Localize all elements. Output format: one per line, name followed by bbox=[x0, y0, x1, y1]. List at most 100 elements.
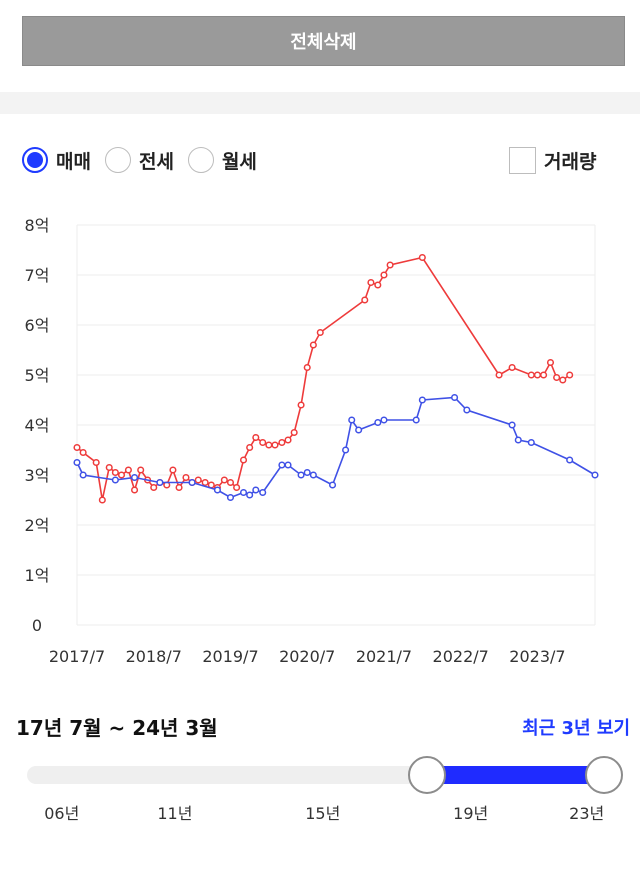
y-tick-label: 7억 bbox=[25, 266, 50, 285]
sale-data-point bbox=[546, 358, 555, 367]
jeonse-data-point bbox=[111, 476, 119, 484]
period-range-label: 17년 7월 ~ 24년 3월 bbox=[16, 716, 218, 740]
sale-data-point bbox=[111, 468, 119, 477]
jeonse-data-point bbox=[278, 461, 286, 469]
sale-data-point bbox=[233, 483, 241, 492]
jeonse-series-line bbox=[76, 396, 596, 499]
sale-data-point bbox=[527, 371, 535, 379]
sale-data-point bbox=[559, 376, 567, 384]
sale-data-point bbox=[495, 371, 503, 379]
tab-jeonse-label: 전세 bbox=[138, 150, 174, 173]
sale-data-point bbox=[226, 478, 235, 487]
sale-series-line bbox=[76, 256, 571, 501]
radio-selected-icon[interactable] bbox=[22, 147, 48, 173]
sale-data-point bbox=[533, 371, 541, 379]
x-tick-label: 2023/7 bbox=[509, 647, 565, 666]
price-chart: 0 1억 2억 3억 4억 5억 6억 7억 8억 2017/7 2018/7 2019/7 2020/… bbox=[25, 216, 599, 666]
y-tick-label: 3억 bbox=[25, 466, 50, 485]
volume-toggle-label: 거래량 bbox=[544, 151, 597, 173]
jeonse-data-point bbox=[412, 416, 420, 424]
sale-data-point bbox=[246, 443, 254, 452]
sale-data-point bbox=[73, 443, 81, 452]
jeonse-data-point bbox=[527, 438, 535, 447]
period-slider[interactable] bbox=[27, 756, 623, 794]
delete-all-button[interactable]: 전체삭제 bbox=[22, 16, 625, 66]
sale-data-point bbox=[508, 363, 516, 372]
sale-data-point bbox=[367, 278, 375, 287]
jeonse-data-point bbox=[342, 446, 350, 454]
jeonse-data-point bbox=[297, 471, 305, 479]
sale-data-point bbox=[169, 466, 177, 474]
sale-data-point bbox=[137, 466, 145, 474]
sale-data-point bbox=[182, 473, 190, 482]
recent-3-years-link[interactable]: 최근 3년 보기 bbox=[522, 718, 630, 739]
tab-jeonse[interactable]: 전세 bbox=[104, 147, 174, 174]
sale-data-point bbox=[239, 456, 248, 464]
sale-data-point bbox=[131, 486, 139, 494]
y-tick-label: 5억 bbox=[25, 366, 50, 385]
sale-data-point bbox=[278, 438, 286, 447]
tab-monthly-rent-label: 월세 bbox=[221, 150, 257, 173]
slider-selected-range bbox=[427, 766, 597, 784]
tab-monthly-rent[interactable]: 월세 bbox=[187, 147, 257, 174]
sale-data-point bbox=[284, 436, 292, 444]
tab-sale[interactable]: 매매 bbox=[22, 147, 91, 174]
jeonse-data-point bbox=[303, 468, 311, 477]
y-tick-label: 8억 bbox=[25, 216, 50, 235]
y-tick-label: 0 bbox=[32, 616, 42, 635]
x-tick-label: 2018/7 bbox=[126, 647, 182, 666]
y-tick-label: 4억 bbox=[25, 416, 50, 435]
jeonse-data-point bbox=[451, 393, 459, 402]
radio-unselected-icon[interactable] bbox=[187, 147, 214, 173]
sale-data-point bbox=[265, 441, 273, 449]
sale-data-point bbox=[553, 373, 561, 382]
sale-data-point bbox=[92, 458, 100, 467]
jeonse-data-point bbox=[239, 488, 248, 497]
sale-data-point bbox=[418, 253, 426, 262]
radio-unselected-icon[interactable] bbox=[104, 147, 131, 173]
sale-data-point bbox=[540, 371, 548, 379]
tab-sale-label: 매매 bbox=[56, 150, 91, 173]
jeonse-data-point bbox=[131, 473, 139, 482]
slider-tick-label: 19년 bbox=[453, 804, 489, 823]
sale-data-point bbox=[175, 483, 183, 492]
jeonse-data-point bbox=[259, 488, 267, 497]
x-tick-label: 2020/7 bbox=[279, 647, 335, 666]
jeonse-data-point bbox=[348, 416, 356, 424]
jeonse-data-point bbox=[328, 481, 337, 489]
sale-data-point bbox=[150, 483, 158, 492]
volume-toggle[interactable]: 거래량 bbox=[509, 147, 596, 174]
jeonse-data-point bbox=[188, 478, 196, 487]
sale-data-point bbox=[290, 428, 298, 437]
y-tick-label: 2억 bbox=[25, 516, 50, 535]
jeonse-data-point bbox=[418, 396, 426, 404]
sale-data-point bbox=[566, 371, 574, 379]
jeonse-data-point bbox=[591, 471, 599, 479]
slider-start-handle[interactable] bbox=[408, 756, 447, 794]
sale-data-point bbox=[297, 401, 305, 409]
sale-data-point bbox=[316, 328, 324, 337]
slider-tick-label: 11년 bbox=[157, 804, 193, 823]
sale-data-point bbox=[386, 261, 394, 269]
slider-tick-label: 23년 bbox=[569, 804, 605, 823]
sale-data-point bbox=[79, 448, 87, 457]
slider-tick-label: 15년 bbox=[305, 804, 341, 823]
jeonse-data-point bbox=[156, 478, 164, 487]
deal-type-tabs: 매매 전세 월세 bbox=[22, 145, 271, 175]
checkbox-icon[interactable] bbox=[509, 147, 536, 174]
jeonse-data-point bbox=[355, 426, 363, 434]
slider-tick-labels: 06년 11년 15년 19년 23년 bbox=[0, 800, 640, 824]
sale-data-point bbox=[117, 471, 126, 479]
jeonse-data-point bbox=[463, 406, 471, 414]
sale-data-point bbox=[194, 476, 202, 484]
jeonse-data-point bbox=[508, 421, 516, 429]
sale-data-point bbox=[124, 466, 132, 474]
slider-end-handle[interactable] bbox=[585, 756, 623, 794]
x-tick-label: 2022/7 bbox=[433, 647, 489, 666]
sale-data-point bbox=[361, 296, 369, 304]
sale-data-point bbox=[220, 476, 228, 484]
jeonse-data-point bbox=[79, 471, 87, 479]
top-bar: 전체삭제 bbox=[0, 0, 640, 92]
jeonse-data-point bbox=[309, 471, 317, 479]
y-tick-label: 6억 bbox=[25, 316, 50, 335]
